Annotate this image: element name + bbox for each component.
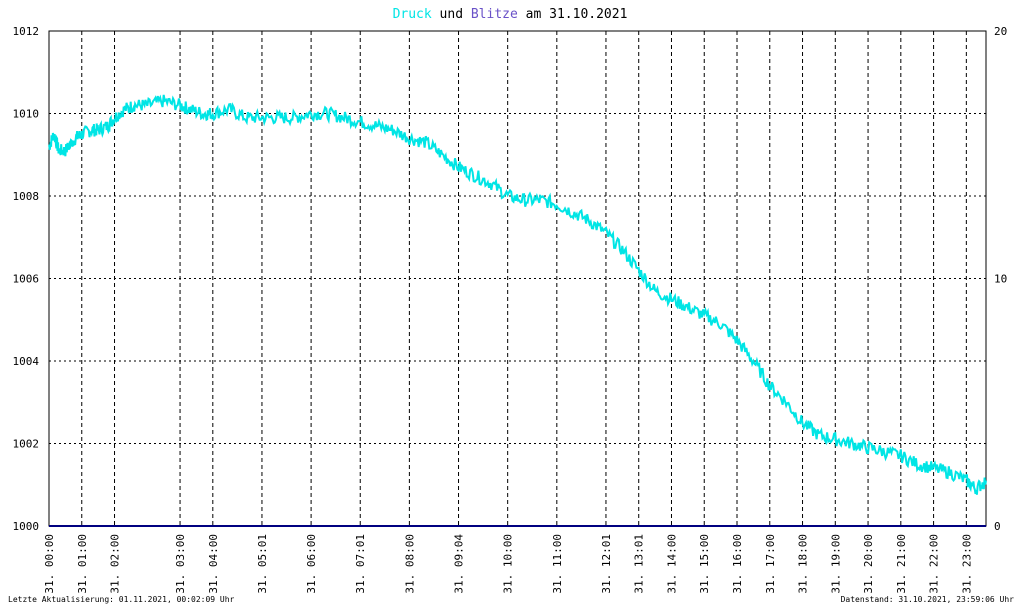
left-axis-labels: 1000 1002 1004 1006 1008 1010 1012 bbox=[13, 25, 40, 533]
y-left-tick-label: 1010 bbox=[13, 108, 40, 121]
x-tick-label: 31. 01:00 bbox=[76, 534, 89, 594]
x-tick-label: 31. 03:00 bbox=[174, 534, 187, 594]
title-date: am 31.10.2021 bbox=[518, 7, 628, 22]
x-tick-label: 31. 17:00 bbox=[764, 534, 777, 594]
x-tick-label: 31. 06:00 bbox=[305, 534, 318, 594]
title-und: und bbox=[432, 7, 471, 22]
y-right-tick-label: 0 bbox=[994, 520, 1001, 533]
y-left-tick-label: 1008 bbox=[13, 190, 40, 203]
x-tick-label: 31. 04:00 bbox=[207, 534, 220, 594]
x-tick-label: 31. 22:00 bbox=[928, 534, 941, 594]
chart-title: Druck und Blitze am 31.10.2021 bbox=[393, 7, 628, 22]
x-tick-label: 31. 16:00 bbox=[731, 534, 744, 594]
x-tick-label: 31. 18:00 bbox=[797, 534, 810, 594]
x-tick-label: 31. 11:00 bbox=[551, 534, 564, 594]
y-left-tick-label: 1000 bbox=[13, 520, 40, 533]
x-tick-label: 31. 00:00 bbox=[43, 534, 56, 594]
y-left-tick-label: 1002 bbox=[13, 438, 40, 451]
series-line-druck bbox=[48, 94, 987, 495]
y-left-tick-label: 1004 bbox=[13, 355, 40, 368]
series-group bbox=[48, 94, 987, 527]
x-tick-label: 31. 20:00 bbox=[862, 534, 875, 594]
y-left-tick-label: 1012 bbox=[13, 25, 40, 38]
x-tick-label: 31. 19:00 bbox=[829, 534, 842, 594]
x-tick-label: 31. 02:00 bbox=[109, 534, 122, 594]
x-tick-label: 31. 21:00 bbox=[895, 534, 908, 594]
x-tick-label: 31. 13:01 bbox=[633, 534, 646, 594]
x-tick-label: 31. 12:01 bbox=[600, 534, 613, 594]
x-tick-label: 31. 05:01 bbox=[256, 534, 269, 594]
x-tick-label: 31. 14:00 bbox=[665, 534, 678, 594]
grid bbox=[49, 31, 986, 526]
x-axis-labels: 31. 00:00 31. 01:00 31. 02:00 31. 03:00 31. … bbox=[43, 534, 973, 594]
last-update-text: Letzte Aktualisierung: 01.11.2021, 00:02… bbox=[8, 595, 235, 604]
x-tick-label: 31. 15:00 bbox=[698, 534, 711, 594]
title-blitze: Blitze bbox=[471, 7, 518, 22]
x-tick-label: 31. 10:00 bbox=[502, 534, 515, 594]
y-right-tick-label: 20 bbox=[994, 25, 1007, 38]
x-tick-label: 31. 08:00 bbox=[403, 534, 416, 594]
right-axis-labels: 0 10 20 bbox=[994, 25, 1007, 533]
y-right-tick-label: 10 bbox=[994, 273, 1007, 286]
data-status-text: Datenstand: 31.10.2021, 23:59:06 Uhr bbox=[841, 595, 1015, 604]
x-tick-label: 31. 09:04 bbox=[453, 534, 466, 594]
x-tick-label: 31. 23:00 bbox=[960, 534, 973, 594]
x-tick-label: 31. 07:01 bbox=[354, 534, 367, 594]
title-druck: Druck bbox=[393, 7, 432, 22]
y-left-tick-label: 1006 bbox=[13, 273, 40, 286]
